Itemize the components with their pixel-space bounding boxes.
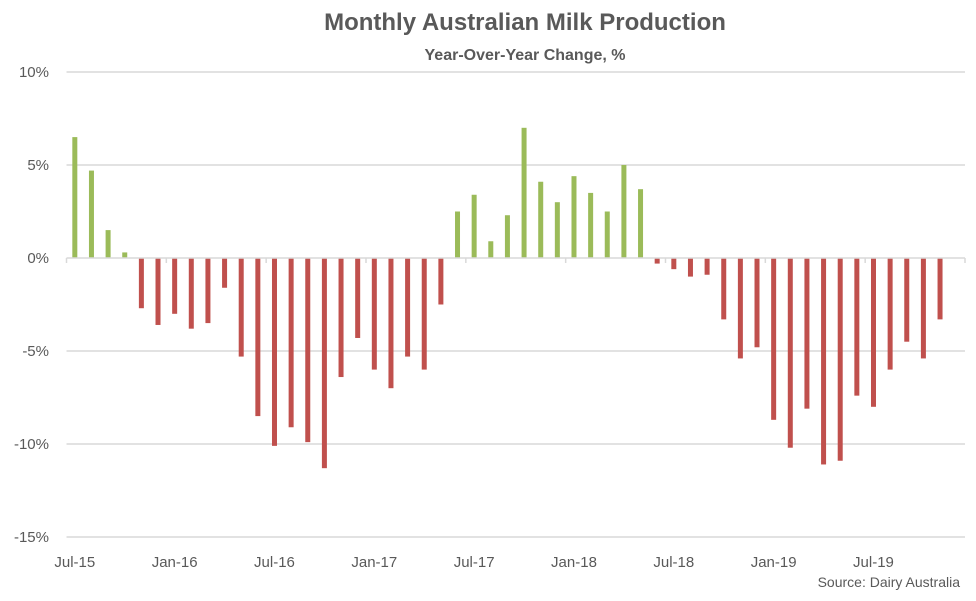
bar-aug-16 bbox=[288, 258, 294, 428]
bar-apr-17 bbox=[421, 258, 427, 370]
bar-apr-16 bbox=[222, 258, 228, 288]
x-axis bbox=[65, 257, 966, 263]
bar-nov-17 bbox=[538, 181, 544, 258]
bar-jul-17 bbox=[471, 194, 477, 258]
bar-jan-17 bbox=[371, 258, 377, 370]
bar-nov-15 bbox=[138, 258, 144, 309]
bar-aug-17 bbox=[488, 241, 494, 258]
x-tick-label: Jul-15 bbox=[54, 554, 95, 571]
y-tick-label: 0% bbox=[27, 250, 49, 267]
bar-dec-15 bbox=[155, 258, 161, 325]
bar-dec-17 bbox=[554, 202, 560, 258]
bar-may-17 bbox=[438, 258, 444, 305]
x-tick-label: Jan-18 bbox=[551, 554, 597, 571]
x-axis-labels: Jul-15 Jan-16 Jul-16 Jan-17 Jul-17 Jan-18 Jul-… bbox=[54, 554, 894, 571]
bar-sep-16 bbox=[305, 258, 311, 443]
bar-jul-19 bbox=[870, 258, 876, 407]
bar-jun-18 bbox=[654, 258, 660, 264]
bar-oct-18 bbox=[721, 258, 727, 320]
bar-aug-19 bbox=[887, 258, 893, 370]
bar-jul-18 bbox=[671, 258, 677, 270]
chart-title: Monthly Australian Milk Production bbox=[324, 9, 726, 36]
bar-sep-15 bbox=[105, 230, 111, 258]
y-axis-labels: 10% 5% 0% -5% -10% -15% bbox=[14, 64, 49, 546]
bar-sep-18 bbox=[704, 258, 710, 275]
bar-may-18 bbox=[638, 189, 644, 258]
bar-aug-18 bbox=[687, 258, 693, 277]
bar-oct-16 bbox=[321, 258, 327, 469]
bar-apr-19 bbox=[821, 258, 827, 465]
y-tick-label: 10% bbox=[19, 64, 49, 81]
source-note: Source: Dairy Australia bbox=[818, 574, 961, 590]
bar-jul-15 bbox=[72, 137, 78, 258]
x-tick-label: Jan-17 bbox=[351, 554, 397, 571]
y-tick-label: 5% bbox=[27, 157, 49, 174]
bar-oct-19 bbox=[920, 258, 926, 359]
bar-feb-18 bbox=[588, 192, 594, 258]
bar-feb-16 bbox=[188, 258, 194, 329]
bar-jan-18 bbox=[571, 176, 577, 258]
bar-jun-17 bbox=[455, 211, 461, 258]
bar-aug-15 bbox=[88, 170, 94, 258]
bar-feb-19 bbox=[787, 258, 793, 448]
x-tick-label: Jan-19 bbox=[751, 554, 797, 571]
bar-nov-19 bbox=[937, 258, 943, 320]
bar-jul-16 bbox=[271, 258, 277, 446]
bar-sep-19 bbox=[904, 258, 910, 342]
y-tick-label: -10% bbox=[14, 436, 49, 453]
bar-jun-16 bbox=[255, 258, 261, 417]
chart-subtitle: Year-Over-Year Change, % bbox=[425, 47, 626, 64]
bar-jan-16 bbox=[172, 258, 178, 314]
bar-may-16 bbox=[238, 258, 244, 357]
bar-dec-18 bbox=[754, 258, 760, 348]
bar-nov-16 bbox=[338, 258, 344, 378]
x-tick-label: Jan-16 bbox=[152, 554, 198, 571]
bar-mar-18 bbox=[604, 211, 610, 258]
bar-may-19 bbox=[837, 258, 843, 461]
bar-nov-18 bbox=[737, 258, 743, 359]
x-tick-label: Jul-18 bbox=[653, 554, 694, 571]
gridlines bbox=[66, 71, 965, 538]
bar-mar-16 bbox=[205, 258, 211, 324]
bar-mar-19 bbox=[804, 258, 810, 409]
bar-oct-17 bbox=[521, 127, 527, 258]
bar-sep-17 bbox=[504, 215, 510, 258]
bar-jun-19 bbox=[854, 258, 860, 396]
bar-oct-15 bbox=[122, 252, 128, 258]
bar-jan-19 bbox=[771, 258, 777, 420]
x-tick-label: Jul-19 bbox=[853, 554, 894, 571]
y-tick-label: -15% bbox=[14, 529, 49, 546]
bar-apr-18 bbox=[621, 165, 627, 258]
bar-feb-17 bbox=[388, 258, 394, 389]
bar-mar-17 bbox=[405, 258, 411, 357]
x-tick-label: Jul-17 bbox=[454, 554, 495, 571]
y-tick-label: -5% bbox=[22, 343, 49, 360]
bars bbox=[72, 127, 943, 469]
bar-dec-16 bbox=[355, 258, 361, 338]
x-tick-label: Jul-16 bbox=[254, 554, 295, 571]
